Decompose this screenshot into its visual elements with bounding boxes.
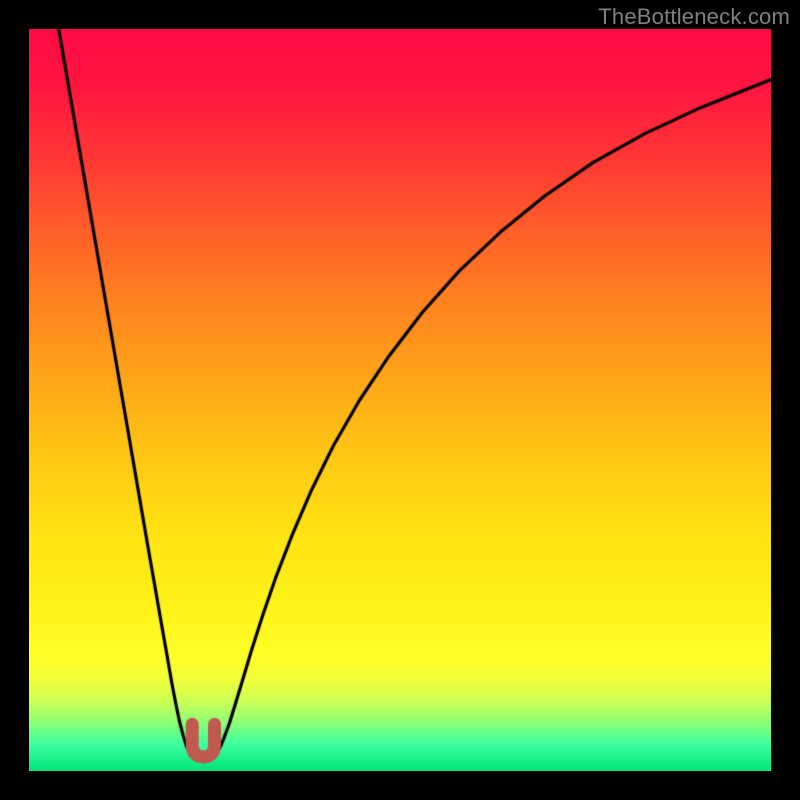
bottleneck-curve-chart bbox=[29, 29, 771, 771]
chart-stage: TheBottleneck.com bbox=[0, 0, 800, 800]
watermark-label: TheBottleneck.com bbox=[598, 4, 790, 30]
